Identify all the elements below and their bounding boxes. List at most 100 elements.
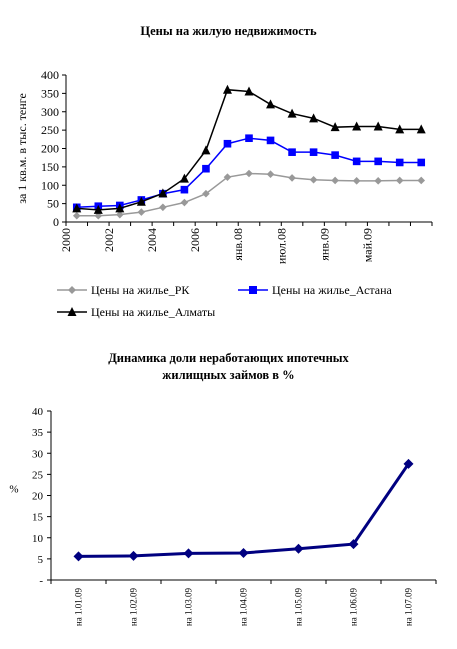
data-point-diamond: [395, 176, 404, 185]
series-0: [72, 169, 426, 220]
chart-title-line: жилищных займов в %: [162, 368, 295, 382]
data-point-diamond: [238, 547, 249, 558]
y-tick-label: 250: [41, 123, 59, 137]
y-tick-label: 20: [32, 491, 44, 503]
data-point-diamond: [309, 175, 318, 184]
data-point-square: [374, 157, 382, 166]
x-tick-label: 2004: [145, 228, 159, 252]
x-tick-label: май.09: [360, 228, 374, 262]
data-point-diamond: [266, 170, 275, 179]
y-tick-label: 25: [32, 469, 44, 481]
legend-marker-triangle-icon: [57, 307, 87, 316]
y-tick-label: 5: [38, 554, 44, 566]
data-point-diamond: [352, 177, 361, 185]
series-2: [72, 84, 426, 214]
data-point-diamond: [417, 176, 426, 185]
x-tick-label: на 1.05.09: [294, 588, 304, 627]
data-point-square: [245, 134, 253, 143]
x-tick-label: 2000: [59, 228, 73, 252]
legend-label: Цены на жилье_РК: [91, 283, 190, 297]
data-point-triangle: [373, 121, 383, 131]
data-point-square: [331, 151, 339, 159]
data-point-diamond: [180, 198, 189, 207]
data-point-diamond: [403, 458, 414, 469]
series-line: [78, 462, 410, 558]
chart-title: Цены на жилую недвижимость: [140, 24, 317, 38]
data-point-diamond: [348, 539, 359, 550]
data-point-square: [309, 148, 318, 156]
x-tick-label: на 1.03.09: [184, 588, 194, 627]
data-point-diamond: [331, 176, 339, 185]
y-tick-label: -: [39, 575, 43, 587]
x-tick-label: на 1.07.09: [404, 588, 414, 627]
data-point-diamond: [183, 548, 194, 559]
x-tick-label: янв.09: [317, 228, 331, 261]
y-tick-label: 15: [32, 512, 44, 524]
data-point-diamond: [245, 169, 253, 178]
x-tick-label: 2006: [188, 228, 202, 252]
data-point-triangle: [266, 99, 276, 109]
y-tick-label: 35: [32, 427, 44, 439]
x-tick-label: на 1.01.09: [74, 588, 84, 627]
data-point-square: [223, 139, 232, 148]
data-point-triangle: [115, 203, 125, 213]
chart-legend: Цены на жилье_РК Цены на жилье_Астана Це…: [0, 283, 457, 323]
data-point-square: [395, 158, 404, 167]
data-point-square: [202, 164, 210, 173]
data-point-square: [266, 136, 275, 145]
y-axis-label: %: [9, 484, 18, 496]
data-point-square: [288, 148, 296, 156]
data-point-triangle: [93, 204, 103, 214]
y-tick-label: 30: [32, 448, 44, 460]
y-tick-label: 400: [41, 68, 59, 82]
data-point-triangle: [136, 196, 146, 206]
data-point-triangle: [158, 188, 168, 198]
legend-marker-diamond-icon: [57, 286, 87, 294]
legend-marker-square-icon: [238, 286, 268, 294]
y-tick-label: 100: [41, 178, 59, 192]
x-tick-label: на 1.02.09: [129, 588, 139, 627]
data-point-triangle: [72, 203, 82, 213]
chart-title-line: Динамика доли неработающих ипотечных: [108, 351, 349, 365]
y-tick-label: 0: [53, 215, 59, 229]
y-tick-label: 150: [41, 160, 59, 174]
x-tick-label: на 1.06.09: [349, 588, 359, 627]
x-tick-label: 2002: [102, 228, 116, 252]
y-tick-label: 40: [32, 406, 44, 418]
x-tick-label: июл.08: [274, 228, 288, 264]
data-point-diamond: [116, 210, 124, 219]
series-0: [73, 458, 414, 562]
data-point-diamond: [128, 550, 139, 561]
legend-label: Цены на жилье_Астана: [272, 283, 392, 297]
data-point-triangle: [287, 108, 297, 118]
real-estate-prices-chart: Цены на жилую недвижимость за 1 кв.м. в …: [0, 24, 457, 323]
data-point-diamond: [293, 543, 304, 554]
data-point-triangle: [395, 124, 405, 134]
series-line: [76, 172, 422, 217]
chart-plot-area: % - 5 10 15 20 25 30 35 40 на 1.01.09 на 1.02.09 на …: [9, 406, 437, 627]
data-point-diamond: [374, 177, 382, 185]
data-point-triangle: [416, 124, 426, 134]
data-point-triangle: [330, 122, 340, 132]
data-point-square: [352, 157, 361, 166]
y-tick-label: 300: [41, 105, 59, 119]
data-point-diamond: [137, 208, 146, 216]
series-line: [76, 88, 422, 211]
legend-label: Цены на жилье_Алматы: [91, 305, 216, 319]
data-point-square: [180, 185, 189, 194]
data-point-triangle: [201, 145, 211, 155]
y-tick-label: 200: [41, 142, 59, 156]
npl-share-chart: Динамика доли неработающих ипотечных жил…: [0, 340, 457, 649]
data-point-diamond: [73, 551, 84, 562]
data-point-triangle: [179, 173, 189, 183]
data-point-triangle: [244, 86, 254, 96]
y-tick-label: 50: [47, 197, 59, 211]
data-point-triangle: [222, 84, 232, 94]
data-point-diamond: [288, 174, 296, 182]
chart-plot-area: за 1 кв.м. в тыс. тенге 0 50 100 150 200 250 30…: [15, 68, 433, 264]
y-tick-label: 350: [41, 86, 59, 100]
x-tick-label: янв.08: [231, 228, 245, 261]
y-tick-label: 10: [32, 533, 44, 545]
data-point-diamond: [202, 189, 210, 198]
data-point-diamond: [159, 203, 167, 212]
